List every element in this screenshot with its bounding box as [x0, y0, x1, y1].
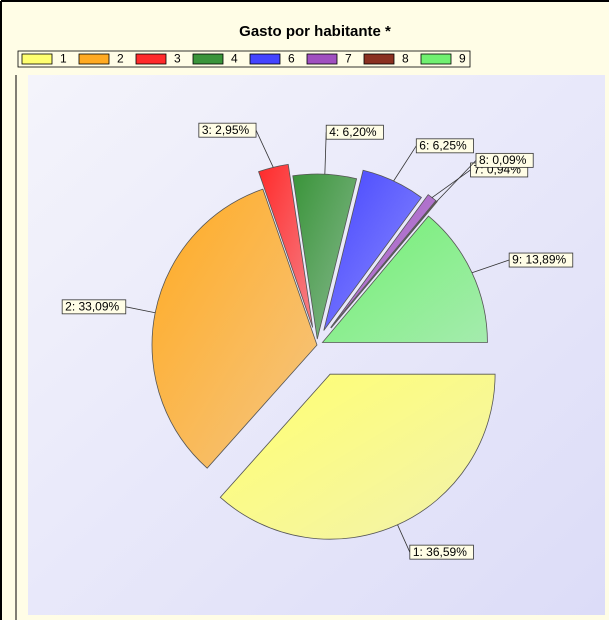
- legend-swatch: [78, 53, 110, 65]
- leader-line: [397, 524, 411, 553]
- legend-swatch: [135, 53, 167, 65]
- label-box: [409, 544, 474, 560]
- legend-label: 3: [174, 52, 181, 66]
- legend-label: 7: [345, 52, 352, 66]
- legend-swatch: [363, 53, 395, 65]
- pie-slice: [151, 188, 318, 469]
- leader-line: [393, 145, 417, 182]
- data-label: 1: 36,59%: [413, 545, 467, 559]
- label-box: [475, 152, 534, 168]
- chart-title: Gasto por habitante *: [239, 23, 391, 40]
- data-label: 9: 13,89%: [512, 253, 566, 267]
- label-box: [61, 299, 127, 315]
- legend-swatch: [249, 53, 281, 65]
- pie-slice: [323, 169, 422, 331]
- legend-label: 8: [402, 52, 409, 66]
- data-label: 3: 2,95%: [202, 123, 250, 137]
- data-label: 2: 33,09%: [65, 300, 119, 314]
- leader-line: [255, 130, 274, 168]
- label-box: [325, 124, 384, 140]
- legend-label: 1: [60, 52, 67, 66]
- leader-line: [471, 259, 510, 274]
- leader-line: [431, 169, 471, 198]
- legend-swatch: [21, 53, 53, 65]
- legend-swatch: [192, 53, 224, 65]
- pie-slice: [292, 173, 358, 340]
- legend-label: 2: [117, 52, 124, 66]
- legend-swatch: [420, 53, 452, 65]
- data-label: 6: 6,25%: [419, 139, 467, 153]
- legend-swatch: [306, 53, 338, 65]
- label-box: [415, 138, 474, 154]
- leader-line: [436, 160, 477, 202]
- data-label: 8: 0,09%: [479, 153, 527, 167]
- legend: [17, 50, 471, 68]
- leader-line: [125, 306, 156, 314]
- legend-label: 9: [459, 52, 466, 66]
- label-box: [198, 122, 257, 138]
- legend-label: 4: [231, 52, 238, 66]
- label-box: [508, 252, 574, 268]
- legend-label: 6: [288, 52, 295, 66]
- data-label: 4: 6,20%: [329, 125, 377, 139]
